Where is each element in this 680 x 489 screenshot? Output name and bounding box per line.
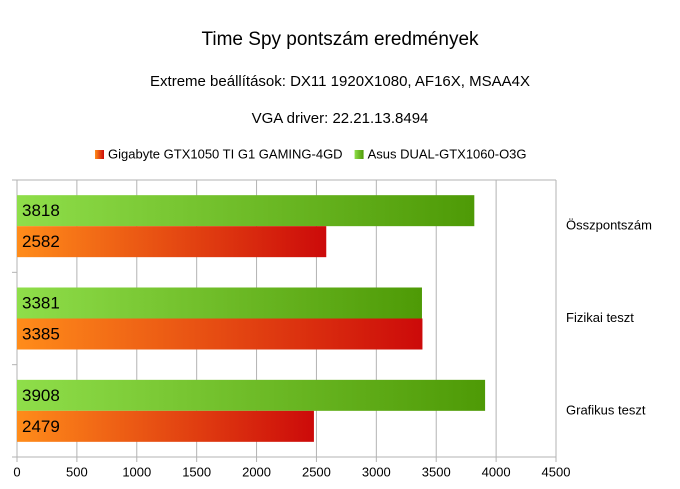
x-tick-label: 1500 — [182, 464, 211, 479]
value-label: 3908 — [22, 386, 60, 405]
legend-swatch — [95, 150, 104, 159]
legend-label: Asus DUAL-GTX1060-O3G — [368, 146, 527, 161]
value-label: 2479 — [22, 417, 60, 436]
x-tick-label: 3500 — [422, 464, 451, 479]
value-label: 2582 — [22, 232, 60, 251]
x-tick-label: 500 — [66, 464, 88, 479]
x-tick-label: 4500 — [542, 464, 571, 479]
legend-label: Gigabyte GTX1050 TI G1 GAMING-4GD — [108, 146, 343, 161]
bar — [17, 379, 486, 411]
bar — [17, 287, 422, 319]
category-label: Fizikai teszt — [566, 310, 634, 325]
bar — [17, 410, 314, 442]
x-tick-label: 4000 — [482, 464, 511, 479]
x-tick-label: 2000 — [242, 464, 271, 479]
x-tick-label: 1000 — [122, 464, 151, 479]
bar — [17, 226, 327, 258]
chart-subtitle: Extreme beállítások: DX11 1920X1080, AF1… — [150, 73, 530, 90]
chart-title: Time Spy pontszám eredmények — [201, 29, 479, 50]
x-tick-label: 3000 — [362, 464, 391, 479]
category-label: Grafikus teszt — [566, 402, 646, 417]
legend-swatch — [354, 150, 364, 159]
value-label: 3381 — [22, 293, 60, 312]
bar — [17, 195, 475, 227]
x-tick-label: 2500 — [302, 464, 331, 479]
value-label: 3818 — [22, 201, 60, 220]
value-label: 3385 — [22, 324, 60, 343]
category-label: Összpontszám — [566, 218, 652, 233]
bar — [17, 318, 423, 350]
chart-subtitle: VGA driver: 22.21.13.8494 — [252, 110, 429, 127]
x-tick-label: 0 — [13, 464, 20, 479]
